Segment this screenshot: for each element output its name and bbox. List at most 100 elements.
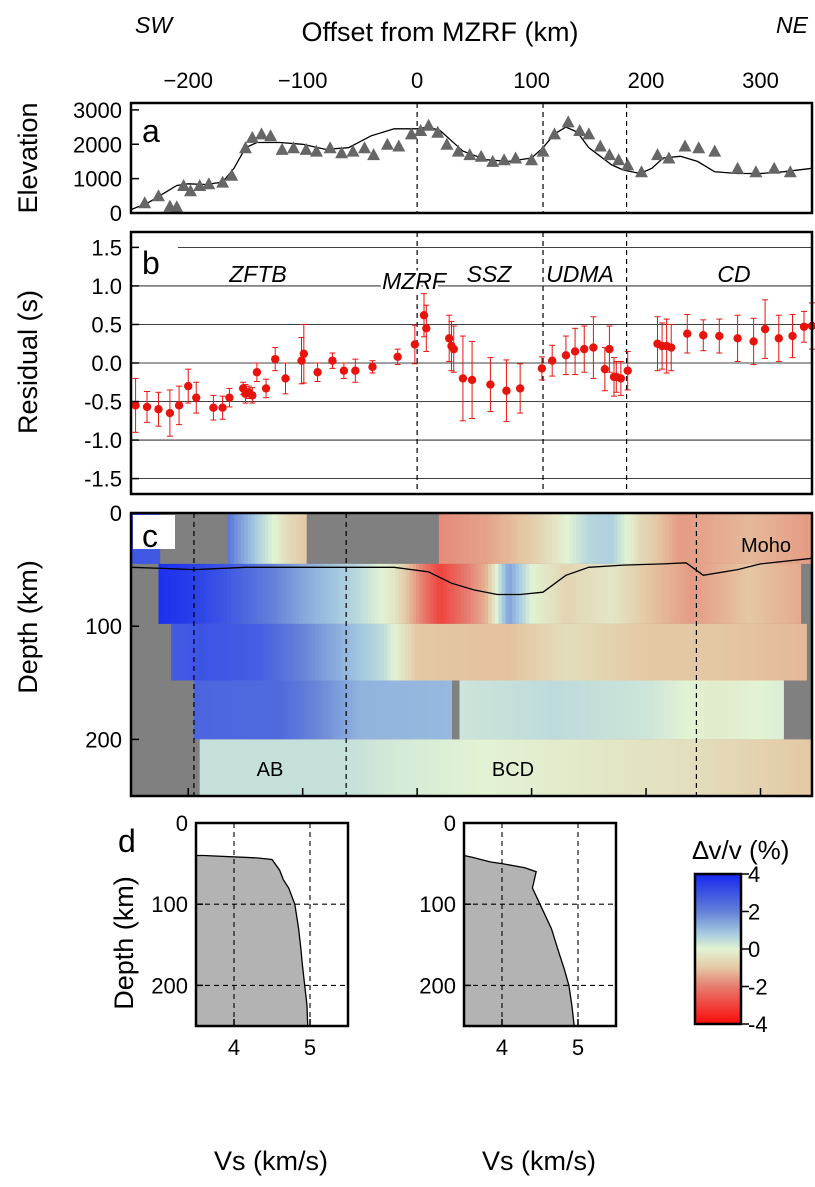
velocity-anomaly-cell [546,739,551,796]
panel-b: b ZFTB MZRF SSZ UDMA CD Residual (s) 1.5… [13,230,815,496]
velocity-anomaly-cell [730,623,735,681]
velocity-anomaly-cell [436,563,441,624]
velocity-anomaly-cell [707,739,712,796]
velocity-anomaly-cell [617,513,622,564]
velocity-anomaly-cell [745,739,750,796]
velocity-anomaly-cell [385,739,390,796]
velocity-anomaly-cell [228,680,233,740]
velocity-anomaly-cell [370,623,375,681]
region-mzrf: MZRF [382,268,448,294]
velocity-anomaly-cell [332,623,337,681]
velocity-anomaly-cell [410,680,415,740]
velocity-anomaly-cell [706,513,711,564]
velocity-anomaly-cell [514,623,519,681]
velocity-anomaly-cell [690,739,695,796]
velocity-anomaly-cell [361,563,366,624]
velocity-anomaly-cell [452,623,457,681]
velocity-anomaly-cell [338,680,343,740]
velocity-anomaly-cell [625,563,630,624]
velocity-anomaly-cell [723,513,728,564]
residual-marker [570,347,580,356]
velocity-anomaly-cell [604,739,609,796]
velocity-anomaly-cell [213,563,218,624]
velocity-anomaly-cell [658,623,663,681]
velocity-anomaly-cell [240,739,245,796]
velocity-anomaly-cell [666,563,671,624]
profile-ytick-label: 200 [151,973,188,998]
velocity-anomaly-cell [315,623,320,681]
velocity-anomaly-cell [278,513,283,564]
velocity-anomaly-cell [481,563,486,624]
velocity-profile-line [195,823,309,1027]
velocity-anomaly-cell [796,513,800,564]
velocity-anomaly-cell [242,680,246,740]
velocity-anomaly-cell [473,623,478,681]
velocity-anomaly-cell [676,739,681,796]
elevation-station-marker [275,142,289,155]
velocity-anomaly-cell [539,563,544,624]
velocity-anomaly-cell [718,739,723,796]
velocity-anomaly-cell [430,680,435,740]
velocity-anomaly-cell [672,513,677,564]
velocity-anomaly-cell [456,513,460,564]
velocity-anomaly-cell [216,563,221,624]
velocity-anomaly-cell [528,623,533,681]
elevation-station-marker [152,189,165,202]
residual-point [605,325,614,373]
residual-marker [299,349,309,358]
velocity-anomaly-cell [711,739,716,796]
panel-b-ytick-label: 0.0 [91,351,122,376]
velocity-anomaly-cell [615,563,620,624]
velocity-anomaly-cell [292,739,297,796]
velocity-anomaly-cell [649,739,654,796]
velocity-anomaly-cell [196,563,201,624]
residual-point [467,340,477,419]
velocity-anomaly-cell [497,680,502,740]
velocity-anomaly-cell [638,680,642,740]
velocity-anomaly-cell [443,739,448,796]
velocity-anomaly-cell [288,513,293,564]
elevation-station-marker [451,144,465,157]
offset-tick-label: 0 [411,68,423,93]
residual-marker [252,368,262,377]
residual-marker [313,368,322,377]
velocity-anomaly-cell [511,680,515,740]
velocity-anomaly-cell [768,680,773,740]
residual-marker [733,334,742,343]
panel-a-frame [129,101,814,215]
elevation-station-marker [346,144,360,157]
velocity-anomaly-cell [567,739,572,796]
velocity-anomaly-cell [271,739,276,796]
residual-point [570,327,580,376]
residual-point [683,313,692,354]
velocity-anomaly-cell [610,623,615,681]
panel-a: a Elevation 0 1000 2000 3000 [13,98,814,226]
velocity-anomaly-cell [275,739,280,796]
velocity-anomaly-cell [421,623,426,681]
velocity-anomaly-cell [755,739,760,796]
velocity-anomaly-cell [253,623,258,681]
velocity-anomaly-cell [316,739,321,796]
velocity-anomaly-cell [710,513,715,564]
velocity-anomaly-cell [738,739,743,796]
velocity-anomaly-cell [744,513,749,564]
velocity-anomaly-cell [522,739,527,796]
velocity-anomaly-cell [617,623,622,681]
velocity-anomaly-cell [747,680,752,740]
velocity-anomaly-cell [324,680,329,740]
velocity-anomaly-cell [254,513,259,564]
velocity-anomaly-cell [749,739,754,796]
residual-marker [458,374,468,383]
velocity-anomaly-cell [651,680,656,740]
velocity-anomaly-cell [634,680,639,740]
velocity-anomaly-cell [402,739,407,796]
velocity-anomaly-cell [543,739,547,796]
velocity-anomaly-cell [511,513,515,564]
velocity-anomaly-cell [559,513,564,564]
velocity-anomaly-cell [237,513,242,564]
velocity-anomaly-cell [737,513,742,564]
residual-marker [192,393,201,402]
velocity-anomaly-cell [662,680,667,740]
velocity-anomaly-cell [634,513,639,564]
velocity-anomaly-cell [771,513,776,564]
